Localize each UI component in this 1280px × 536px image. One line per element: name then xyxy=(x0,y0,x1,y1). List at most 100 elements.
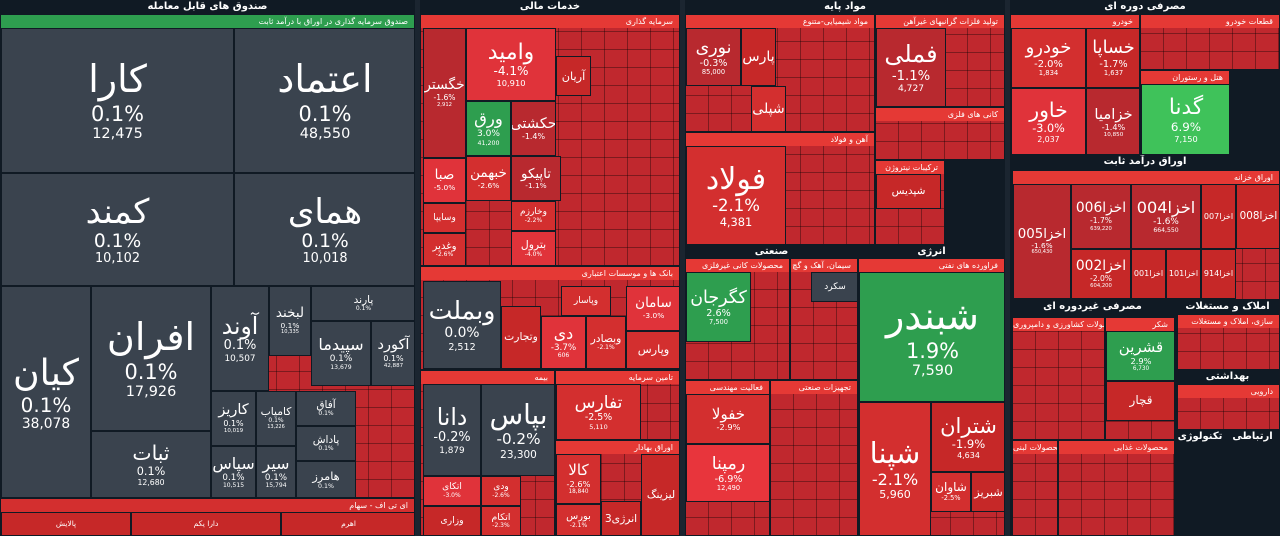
stock-name: لبخند xyxy=(275,304,305,321)
stock-tile[interactable]: شبندر 1.9% 7,590 xyxy=(859,272,1004,402)
stock-tile[interactable]: رمپنا -6.9% 12,490 xyxy=(686,444,769,502)
stock-change: 0.1% xyxy=(318,482,334,490)
stock-tile[interactable]: فولاد -2.1% 4,381 xyxy=(686,146,786,244)
stock-tile[interactable]: وسایپا xyxy=(423,203,466,233)
stock-tile[interactable]: بپاس -0.2% 23,300 xyxy=(481,384,554,476)
stock-tile[interactable]: اخزا914 xyxy=(1201,249,1236,299)
stock-tile[interactable]: وزاری xyxy=(423,506,481,535)
stock-tile[interactable]: شتران -1.9% 4,634 xyxy=(931,402,1004,472)
stock-tile[interactable]: وامید -4.1% 10,910 xyxy=(466,28,556,101)
stock-tile[interactable]: دی -3.7% 606 xyxy=(541,316,586,369)
stock-tile[interactable]: اخزا101 xyxy=(1166,249,1201,299)
stock-change: -5.0% xyxy=(433,182,456,192)
stock-tile[interactable]: شپنا -2.1% 5,960 xyxy=(859,402,931,535)
stock-tile[interactable]: صبا -5.0% xyxy=(423,158,466,203)
stock-tile[interactable]: سکرد xyxy=(811,272,857,302)
stock-tile[interactable]: کگرجان 2.6% 7,500 xyxy=(686,272,751,342)
stock-name: شاوان xyxy=(935,480,967,495)
stock-tile[interactable]: اخزا001 xyxy=(1131,249,1166,299)
stock-tile[interactable]: هامرز 0.1% xyxy=(296,461,356,497)
stock-volume: 5,110 xyxy=(589,423,608,431)
stock-tile[interactable]: افران 0.1% 17,926 xyxy=(91,286,211,431)
stock-tile[interactable]: بورس -2.1% xyxy=(556,504,601,535)
stock-tile[interactable]: وخارزم -2.2% xyxy=(511,201,556,231)
stock-tile[interactable]: بترول -4.0% xyxy=(511,231,556,265)
stock-tile[interactable]: خگستر -1.6% 2,912 xyxy=(423,28,466,158)
stock-tile[interactable]: انرژی3 xyxy=(601,501,641,535)
stock-tile[interactable]: لبخند 0.1% 10,335 xyxy=(269,286,311,356)
stock-tile[interactable]: سیر 0.1% 15,794 xyxy=(256,446,296,497)
stock-tile[interactable]: اخزا002 -2.0% 604,200 xyxy=(1071,249,1131,299)
stock-tile[interactable]: سپیدما 0.1% 13,679 xyxy=(311,321,371,386)
stock-tile[interactable]: شاوان -2.5% xyxy=(931,472,971,512)
stock-tile[interactable]: اهرم xyxy=(281,512,414,535)
stock-name: شبریز xyxy=(974,485,1003,499)
stock-tile[interactable]: پاداش 0.1% xyxy=(296,426,356,461)
stock-tile[interactable]: آوند 0.1% 10,507 xyxy=(211,286,269,391)
stock-tile[interactable]: قچار xyxy=(1106,381,1174,421)
stock-tile[interactable]: شپدیس xyxy=(876,174,941,209)
stock-name: اهرم xyxy=(341,519,356,529)
stock-tile[interactable]: همای 0.1% 10,018 xyxy=(234,173,414,286)
stock-tile[interactable]: قشرین 2.9% 6,730 xyxy=(1106,331,1174,381)
stock-tile[interactable]: پالایش xyxy=(1,512,131,535)
stock-tile[interactable]: اخزا008 xyxy=(1236,184,1279,249)
stock-change: 0.0% xyxy=(444,325,480,342)
stock-tile[interactable]: پارس xyxy=(741,28,776,86)
stock-tile[interactable]: خبهمن -2.6% xyxy=(466,156,511,201)
stock-tile[interactable]: لیزینگ xyxy=(641,454,679,535)
stock-tile[interactable]: کمند 0.1% 10,102 xyxy=(1,173,234,286)
stock-tile[interactable]: اتکام -2.3% xyxy=(481,506,521,535)
stock-tile[interactable]: تاپیکو -1.1% xyxy=(511,156,561,201)
stock-tile[interactable]: دانا -0.2% 1,879 xyxy=(423,384,481,476)
stock-tile[interactable]: تفارس -2.5% 5,110 xyxy=(556,384,641,439)
stock-tile[interactable]: وبملت 0.0% 2,512 xyxy=(423,281,501,369)
stock-tile[interactable]: اخزا004 -1.6% 664,550 xyxy=(1131,184,1201,249)
stock-tile[interactable]: سپاس 0.1% 10,515 xyxy=(211,446,256,497)
stock-tile[interactable]: شپلی xyxy=(751,86,786,131)
stock-tile[interactable]: ودی -2.6% xyxy=(481,476,521,506)
industry-group: محصولات کشاورزی و دامپروری xyxy=(1012,317,1105,440)
stock-tile[interactable]: سامان -3.0% xyxy=(626,286,679,331)
stock-tile[interactable]: نوری -0.3% 85,000 xyxy=(686,28,741,86)
stock-tile[interactable]: وغدیر -2.6% xyxy=(423,233,466,265)
stock-tile[interactable]: حکشتی -1.4% xyxy=(511,101,556,156)
stock-name: نوری xyxy=(695,37,732,58)
stock-tile[interactable]: آکورد 0.1% 42,887 xyxy=(371,321,414,386)
stock-tile[interactable]: آفاق 0.1% xyxy=(296,391,356,426)
stock-tile[interactable]: اخزا006 -1.7% 639,220 xyxy=(1071,184,1131,249)
stock-tile[interactable]: خزامیا -1.4% 10,850 xyxy=(1086,88,1139,154)
stock-volume: 17,926 xyxy=(125,384,177,401)
stock-tile[interactable]: خساپا -1.7% 1,637 xyxy=(1086,28,1139,88)
stock-tile[interactable]: دارا یکم xyxy=(131,512,281,535)
stock-tile[interactable]: پارند 0.1% xyxy=(311,286,414,321)
stock-tile[interactable]: وبصادر -2.1% xyxy=(586,316,626,369)
stock-tile[interactable]: آریان xyxy=(556,56,591,96)
stock-tile[interactable]: کاریز 0.1% 10,019 xyxy=(211,391,256,446)
stock-tile[interactable]: فملی -1.1% 4,727 xyxy=(876,28,946,106)
stock-tile[interactable]: شبریز xyxy=(971,472,1004,512)
stock-tile[interactable]: خودرو -2.0% 1,834 xyxy=(1011,28,1086,88)
stock-tile[interactable]: خفولا -2.9% xyxy=(686,394,769,444)
stock-tile[interactable]: اعتماد 0.1% 48,550 xyxy=(234,28,414,173)
sector-title: انرژی xyxy=(917,246,946,257)
stock-tile[interactable]: کیان 0.1% 38,078 xyxy=(1,286,91,497)
stock-name: بورس xyxy=(566,511,591,523)
stock-name: خزامیا xyxy=(1094,105,1133,123)
stock-tile[interactable]: اخزا007 xyxy=(1201,184,1236,249)
stock-change: 0.1% xyxy=(222,473,245,484)
stock-change: 0.1% xyxy=(90,102,145,127)
stock-tile[interactable]: وپارس xyxy=(626,331,679,369)
stock-tile[interactable]: اتکای -3.0% xyxy=(423,476,481,506)
stock-tile[interactable]: ورق 3.0% 41,200 xyxy=(466,101,511,156)
stock-volume: 41,200 xyxy=(477,139,500,147)
stock-tile[interactable]: خاور -3.0% 2,037 xyxy=(1011,88,1086,154)
stock-tile[interactable]: کالا -2.6% 18,840 xyxy=(556,454,601,504)
stock-tile[interactable]: وتجارت xyxy=(501,306,541,369)
stock-tile[interactable]: کامیاب 0.1% 13,226 xyxy=(256,391,296,446)
stock-tile[interactable]: وپاسار xyxy=(561,286,611,316)
stock-tile[interactable]: اخزا005 -1.6% 650,430 xyxy=(1013,184,1071,299)
stock-tile[interactable]: کارا 0.1% 12,475 xyxy=(1,28,234,173)
stock-tile[interactable]: ثبات 0.1% 12,680 xyxy=(91,431,211,497)
stock-tile[interactable]: گدنا 6.9% 7,150 xyxy=(1141,84,1229,154)
